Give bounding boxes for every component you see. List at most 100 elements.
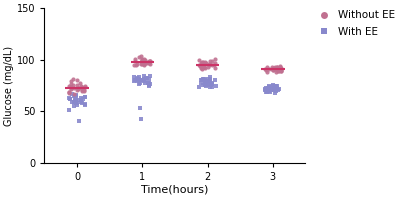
Point <box>265 86 271 89</box>
Point <box>206 78 213 81</box>
Point <box>141 61 147 64</box>
Point <box>77 81 83 84</box>
Point <box>262 87 268 90</box>
Point <box>144 61 151 64</box>
Legend: Without EE, With EE: Without EE, With EE <box>313 10 395 37</box>
Point <box>134 62 140 65</box>
Point <box>142 61 148 64</box>
Point <box>266 89 272 92</box>
X-axis label: Time(hours): Time(hours) <box>141 185 209 195</box>
Point <box>272 71 279 74</box>
Point <box>268 88 274 91</box>
Point <box>71 94 78 98</box>
Point <box>277 66 284 70</box>
Point <box>73 94 79 98</box>
Point <box>78 84 84 87</box>
Point <box>141 63 147 66</box>
Point <box>262 67 268 71</box>
Point <box>146 83 153 86</box>
Point <box>268 67 275 71</box>
Point <box>270 68 276 72</box>
Point <box>76 119 82 122</box>
Point <box>74 79 80 82</box>
Point <box>80 87 86 90</box>
Point <box>146 59 152 62</box>
Point <box>145 60 152 63</box>
Point <box>72 96 79 100</box>
Point <box>74 101 81 105</box>
Point <box>147 75 153 78</box>
Point <box>82 95 88 99</box>
Point <box>131 63 138 66</box>
Point <box>201 62 208 65</box>
Point <box>138 79 144 82</box>
Point <box>203 61 209 64</box>
Point <box>67 98 73 101</box>
Point <box>196 58 202 61</box>
Point <box>77 96 84 100</box>
Point <box>70 105 77 108</box>
Point <box>206 62 212 65</box>
Point <box>144 77 151 80</box>
Point <box>272 84 278 87</box>
Point <box>206 59 213 62</box>
Y-axis label: Glucose (mg/dL): Glucose (mg/dL) <box>4 46 14 126</box>
Point <box>72 100 78 103</box>
Point <box>199 61 205 64</box>
Point <box>68 85 74 88</box>
Point <box>270 84 276 87</box>
Point <box>198 79 204 82</box>
Point <box>200 78 206 81</box>
Point <box>82 95 88 99</box>
Point <box>147 59 153 62</box>
Point <box>132 79 138 82</box>
Point <box>274 65 280 69</box>
Point <box>278 70 284 73</box>
Point <box>70 83 76 86</box>
Point <box>136 76 142 79</box>
Point <box>71 100 77 104</box>
Point <box>200 83 206 86</box>
Point <box>273 89 279 92</box>
Point <box>66 90 72 93</box>
Point <box>131 76 137 79</box>
Point <box>82 85 88 88</box>
Point <box>197 64 204 68</box>
Point <box>78 100 84 104</box>
Point <box>211 63 217 66</box>
Point <box>270 83 276 86</box>
Point <box>276 87 282 90</box>
Point <box>146 84 152 87</box>
Point <box>201 83 208 86</box>
Point <box>274 67 281 71</box>
Point <box>204 80 210 83</box>
Point <box>267 90 273 93</box>
Point <box>275 70 282 73</box>
Point <box>139 58 145 61</box>
Point <box>138 62 144 65</box>
Point <box>196 85 202 88</box>
Point <box>138 57 145 60</box>
Point <box>203 82 209 85</box>
Point <box>73 101 80 105</box>
Point <box>131 80 137 83</box>
Point <box>206 63 212 66</box>
Point <box>206 85 213 88</box>
Point <box>146 59 153 62</box>
Point <box>212 61 219 64</box>
Point <box>142 61 148 64</box>
Point <box>68 100 75 104</box>
Point <box>265 85 272 88</box>
Point <box>142 58 148 61</box>
Point <box>209 63 216 66</box>
Point <box>134 77 140 80</box>
Point <box>66 98 73 101</box>
Point <box>272 91 278 94</box>
Point <box>273 84 280 87</box>
Point <box>206 80 212 83</box>
Point <box>82 84 88 87</box>
Point <box>276 66 283 70</box>
Point <box>197 64 204 68</box>
Point <box>71 86 77 89</box>
Point <box>201 78 207 81</box>
